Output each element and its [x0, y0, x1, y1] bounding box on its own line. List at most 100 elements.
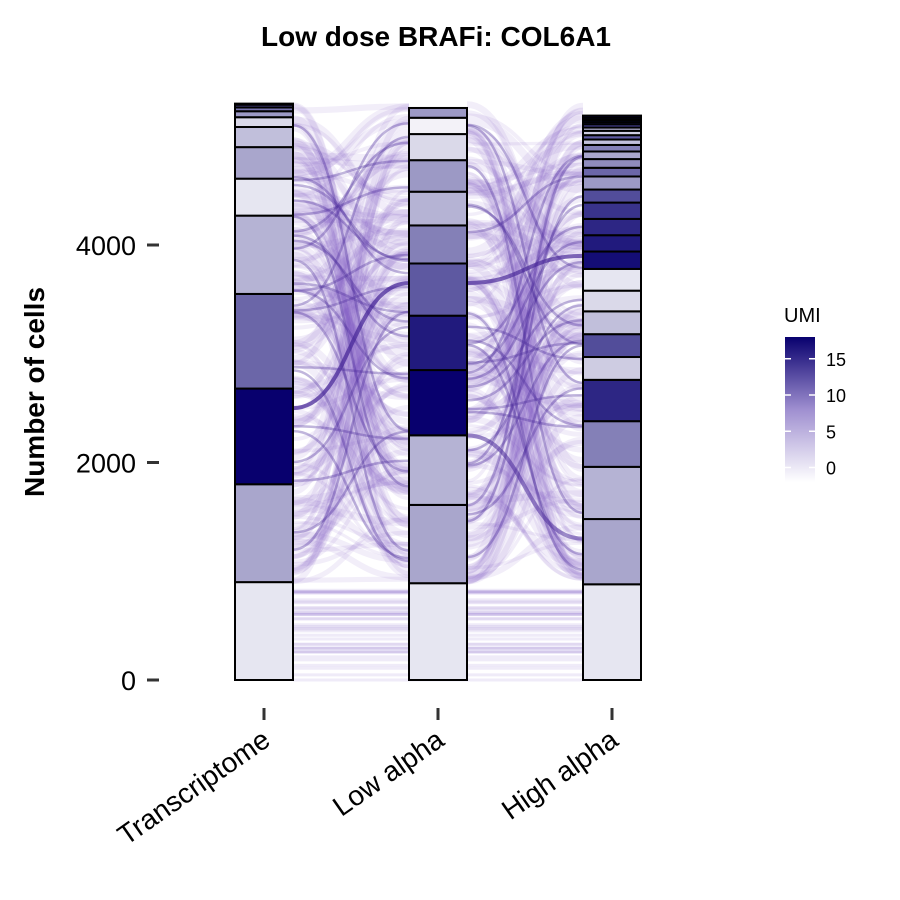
- flow-strand: [466, 486, 584, 581]
- flow-strand: [292, 380, 410, 555]
- flow-strand: [466, 181, 584, 486]
- flow-strand: [292, 311, 410, 418]
- flow-strand: [466, 183, 584, 580]
- flow-strand: [292, 156, 410, 247]
- flow-strand: [292, 221, 410, 411]
- flow-strand: [292, 297, 410, 324]
- flow-strand: [466, 195, 584, 386]
- flow-strand: [292, 376, 410, 494]
- flow-strand: [466, 262, 584, 568]
- flow-strand: [292, 168, 410, 495]
- flow-strand: [292, 289, 410, 380]
- flow-strand: [292, 152, 410, 163]
- flow-strand: [466, 259, 584, 324]
- flow-strand: [466, 283, 584, 531]
- flow-strand: [292, 199, 410, 270]
- flow-strand: [466, 221, 584, 543]
- stack-segment: [582, 465, 642, 521]
- flow-strand: [292, 122, 410, 452]
- flow-strand: [292, 258, 410, 552]
- flow-strand: [466, 177, 584, 258]
- flow-strand: [292, 270, 410, 521]
- flow-strand: [292, 251, 410, 528]
- legend-title: UMI: [784, 305, 821, 327]
- flow-strand: [466, 117, 584, 194]
- flow-strand: [466, 276, 584, 520]
- legend-tick-label: 10: [826, 386, 846, 406]
- flow-strand: [292, 234, 410, 338]
- stack-segment: [408, 582, 468, 682]
- flow-strand: [466, 280, 584, 464]
- flow-strand: [292, 466, 410, 543]
- flow-strand: [292, 310, 410, 484]
- flow-strand: [466, 352, 584, 414]
- flow-strand: [292, 228, 410, 249]
- flow-strand: [292, 150, 410, 238]
- flow-strand: [466, 218, 584, 412]
- flow-strand: [466, 303, 584, 452]
- flow-strand: [466, 187, 584, 251]
- legend-tick-label: 5: [826, 422, 836, 442]
- legend-colorbar: [785, 337, 815, 482]
- flow-strand: [466, 162, 584, 185]
- flow-strand: [292, 106, 410, 181]
- flow-strand: [466, 491, 584, 568]
- flow-strand: [466, 182, 584, 432]
- stack-segment: [234, 177, 294, 217]
- flow-strand: [466, 410, 584, 429]
- flow-strand: [292, 186, 410, 216]
- flow-strand: [466, 171, 584, 577]
- flow-strand: [292, 174, 410, 271]
- flow-strand: [466, 222, 584, 372]
- flow-strand: [292, 183, 410, 263]
- flow-strand: [466, 180, 584, 230]
- flow-strand: [292, 359, 410, 401]
- stack-segment: [582, 420, 642, 468]
- flow-strand: [466, 160, 584, 560]
- flow-strand: [292, 310, 410, 551]
- flow-strand: [292, 128, 410, 461]
- flow-strand: [466, 493, 584, 575]
- flow-strand: [292, 157, 410, 170]
- flow-strand: [466, 333, 584, 527]
- flow-strand: [292, 142, 410, 584]
- y-tick-label: 4000: [76, 231, 136, 261]
- stack-high-alpha: [582, 114, 642, 681]
- flow-strand: [292, 425, 410, 441]
- stack-segment: [234, 146, 294, 180]
- flow-strand: [292, 366, 410, 375]
- flow-strand: [466, 415, 584, 487]
- flow-strand: [466, 334, 584, 513]
- flow-strand: [292, 236, 410, 428]
- stack-segment: [582, 310, 642, 336]
- x-axis: Transcriptome Low alpha High alpha: [112, 708, 624, 851]
- flow-strand: [292, 459, 410, 483]
- flow-strand: [292, 269, 410, 379]
- flow-strand: [466, 225, 584, 428]
- flow-strand: [292, 341, 410, 391]
- y-tick-label: 2000: [76, 449, 136, 479]
- flow-strand: [292, 351, 410, 560]
- flow-strand: [292, 184, 410, 383]
- flow-strand: [466, 145, 584, 406]
- flow-strand: [292, 121, 410, 250]
- flow-strand: [292, 127, 410, 493]
- flow-strand: [292, 114, 410, 198]
- flow-strand: [466, 343, 584, 556]
- flow-strand: [292, 310, 410, 344]
- flow-strand: [466, 167, 584, 259]
- flow-strand: [292, 175, 410, 275]
- flow-strand: [466, 308, 584, 498]
- flow-strand: [292, 248, 410, 345]
- flow-strand: [292, 576, 410, 583]
- flow-strand: [466, 127, 584, 248]
- stack-segment: [234, 102, 294, 106]
- flow-strand: [466, 124, 584, 217]
- flow-strand: [466, 264, 584, 320]
- flow-strand: [466, 164, 584, 515]
- flow-strand: [466, 177, 584, 293]
- flow-strand: [466, 130, 584, 472]
- flow-strand: [466, 226, 584, 341]
- flow-strand: [292, 116, 410, 218]
- flow-strand: [292, 199, 410, 261]
